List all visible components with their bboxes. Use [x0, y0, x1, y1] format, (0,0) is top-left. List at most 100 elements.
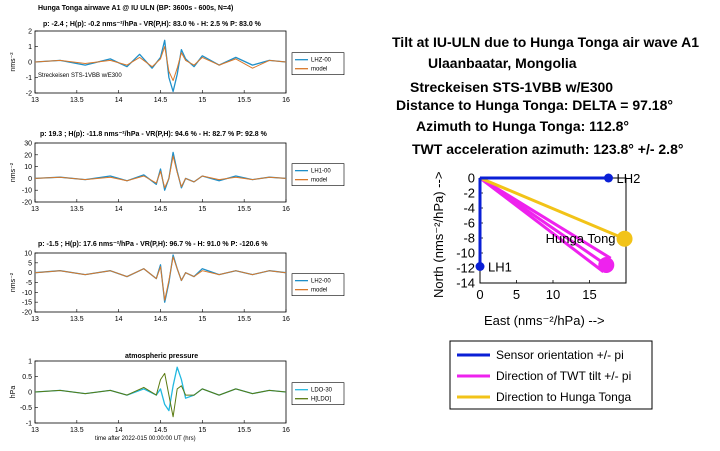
panel4-header: atmospheric pressure — [125, 353, 198, 360]
panel-4-ytick-label: 0 — [28, 390, 32, 397]
panel-4-legend-label: LDO-30 — [311, 388, 333, 394]
panel-2-ytick-label: -10 — [22, 188, 32, 195]
panel-1-xtick-label: 13.5 — [70, 97, 84, 104]
panel-4-series-2 — [34, 372, 287, 418]
panel-3-ytick-label: 0 — [28, 270, 32, 277]
panel-2-ytick-label: 0 — [28, 176, 32, 183]
right-ytick-label: -6 — [463, 216, 475, 231]
panel-1-ytick-label: -1 — [26, 75, 32, 82]
panel-1-xtick-label: 15.5 — [237, 97, 251, 104]
panel-4-ytick-label: 1 — [28, 359, 32, 366]
right-title-line2: Ulaanbaatar, Mongolia — [428, 55, 577, 71]
panel-4-legend-label: H[LDO] — [311, 397, 331, 403]
panel2-header: p: 19.3 ; H(p): -11.8 nms⁻²/hPa - VR(P,H… — [40, 131, 268, 138]
panel-4-ylabel: hPa — [10, 386, 17, 399]
x-axis-title: time after 2022-015 00:00:00 UT (hrs) — [95, 436, 196, 442]
panel-2-legend-label: model — [311, 178, 327, 184]
panel1-header: p: -2.4 ; H(p): -0.2 nms⁻²/hPa - VR(P,H)… — [43, 21, 262, 28]
panel-1-legend-label: LHZ-00 — [311, 58, 332, 64]
panel3-header: p: -1.5 ; H(p): 17.6 nms⁻²/hPa - VR(P,H)… — [38, 241, 268, 248]
panel-3-legend-label: LH2-00 — [311, 279, 331, 285]
panel-2-ytick-label: 20 — [24, 152, 32, 159]
panel-4-xtick-label: 15 — [198, 427, 206, 434]
panel-1-ytick-label: 1 — [28, 44, 32, 51]
panel-4-xtick-label: 13 — [31, 427, 39, 434]
panel-3-xtick-label: 14 — [115, 316, 123, 323]
right-xtick-label: 10 — [546, 287, 560, 302]
right-xlabel: East (nms⁻²/hPa) --> — [484, 313, 605, 328]
panel-2-legend-label: LH1-00 — [311, 169, 331, 175]
right-ytick-label: -10 — [456, 246, 475, 261]
right-ylabel: North (nms⁻²/hPa) --> — [431, 172, 446, 298]
panel-1-ytick-label: -2 — [26, 91, 32, 98]
panel-3-xtick-label: 16 — [282, 316, 290, 323]
panel-3-series-2 — [34, 256, 287, 301]
point-lh2 — [603, 173, 613, 183]
panel-3-xtick-label: 13 — [31, 316, 39, 323]
panel-2-xtick-label: 13.5 — [70, 206, 84, 213]
legend-hunga-label: Direction to Hunga Tonga — [496, 390, 632, 404]
panel-4-xtick-label: 13.5 — [70, 427, 84, 434]
panel-3-frame — [34, 252, 287, 313]
suptitle: Hunga Tonga airwave A1 @ IU ULN (BP: 360… — [38, 5, 233, 12]
panel-4-ytick-label: -0.5 — [20, 405, 32, 412]
point-label-lh1: LH1 — [488, 260, 512, 275]
right-ytick-label: -4 — [463, 201, 475, 216]
panel-2-series-2 — [34, 155, 287, 189]
panel-3-ylabel: nms⁻² — [10, 272, 17, 292]
panel-4-ytick-label: 0.5 — [22, 374, 32, 381]
panel-1-ytick-label: 2 — [28, 29, 32, 36]
panel-2-xtick-label: 15.5 — [237, 206, 251, 213]
point-lh1 — [475, 262, 485, 271]
panel-2-ylabel: nms⁻² — [10, 162, 17, 182]
legend-sensor-label: Sensor orientation +/- pi — [496, 348, 624, 362]
right-xtick-label: 15 — [582, 287, 596, 302]
panel-3-xtick-label: 15.5 — [237, 316, 251, 323]
panel-3-ytick-label: -5 — [26, 280, 32, 287]
right-ytick-label: -8 — [463, 231, 475, 246]
legend-twt-label: Direction of TWT tilt +/- pi — [496, 369, 631, 383]
panel-1-xtick-label: 13 — [31, 97, 39, 104]
twt-direction-line — [479, 176, 608, 267]
right-xtick-label: 5 — [513, 287, 520, 302]
panel-2-xtick-label: 14 — [115, 206, 123, 213]
panel-2-ytick-label: 10 — [24, 164, 32, 171]
panel-4-xtick-label: 14.5 — [154, 427, 168, 434]
panel-1-ytick-label: 0 — [28, 60, 32, 67]
panel-1-xtick-label: 14 — [115, 97, 123, 104]
panel-2-xtick-label: 13 — [31, 206, 39, 213]
hunga-direction-line — [479, 176, 626, 241]
panel-3-ytick-label: -15 — [22, 300, 32, 307]
panel-2-xtick-label: 16 — [282, 206, 290, 213]
right-ytick-label: -12 — [456, 261, 475, 276]
panel-1-ylabel: nms⁻² — [10, 52, 17, 72]
panel-4-xtick-label: 16 — [282, 427, 290, 434]
panel-3-xtick-label: 14.5 — [154, 316, 168, 323]
point-hunga — [616, 230, 633, 247]
panel-4-xtick-label: 15.5 — [237, 427, 251, 434]
point-label-lh2: LH2 — [616, 171, 640, 186]
panel-2-xtick-label: 15 — [198, 206, 206, 213]
panel-3-xtick-label: 15 — [198, 316, 206, 323]
right-title-line3: Streckeisen STS-1VBB w/E300 — [410, 79, 613, 95]
panel-1-xtick-label: 16 — [282, 97, 290, 104]
right-ytick-label: -2 — [463, 186, 475, 201]
point-label-hunga: Hunga Tong — [546, 231, 616, 246]
point-twt — [598, 257, 615, 273]
right-ytick-label: 0 — [468, 171, 475, 186]
panel-3-ytick-label: -20 — [22, 310, 32, 317]
panel-3-ytick-label: -10 — [22, 290, 32, 297]
panel-3-ytick-label: 10 — [24, 251, 32, 258]
panel-3-xtick-label: 13.5 — [70, 316, 84, 323]
panel-4-ytick-label: -1 — [26, 421, 32, 428]
panel-2-ytick-label: -20 — [22, 200, 32, 207]
panel-1-series-2 — [34, 46, 287, 82]
panel-3-ytick-label: 5 — [28, 260, 32, 267]
panel-1-note: Streckeisen STS-1VBB w/E300 — [38, 73, 122, 79]
right-title-line5: Azimuth to Hunga Tonga: 112.8° — [416, 118, 629, 134]
right-title-line6: TWT acceleration azimuth: 123.8° +/- 2.8… — [412, 141, 683, 157]
right-ytick-label: -14 — [456, 276, 475, 291]
panel-1-legend-label: model — [311, 67, 327, 73]
